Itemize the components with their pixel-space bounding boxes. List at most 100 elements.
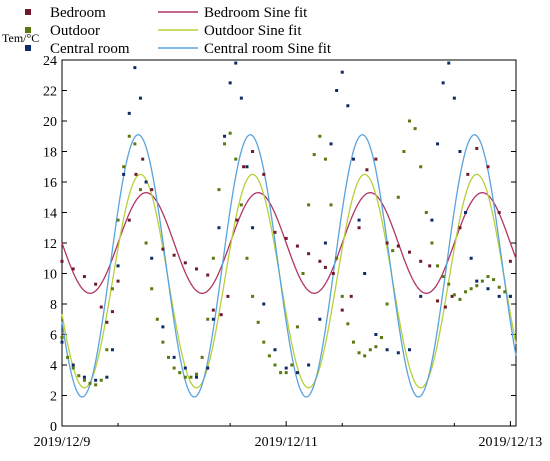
data-point bbox=[178, 371, 182, 375]
data-point bbox=[452, 96, 456, 100]
data-point bbox=[443, 305, 447, 309]
data-point bbox=[99, 378, 103, 382]
data-point bbox=[183, 366, 187, 370]
data-point bbox=[206, 273, 210, 277]
sine-fits bbox=[61, 134, 517, 398]
data-point bbox=[363, 354, 367, 358]
data-point bbox=[475, 284, 479, 288]
data-point bbox=[211, 256, 215, 260]
y-tick-label: 0 bbox=[50, 420, 57, 435]
data-point bbox=[242, 165, 246, 169]
y-axis-label: Tem/°C bbox=[2, 31, 39, 45]
data-point bbox=[110, 287, 114, 291]
data-point bbox=[105, 348, 109, 352]
data-point bbox=[245, 165, 249, 169]
data-point bbox=[200, 355, 204, 359]
data-point bbox=[144, 241, 148, 245]
data-point bbox=[428, 264, 432, 268]
x-tick-label: 2019/12/13 bbox=[479, 435, 543, 450]
data-point bbox=[71, 363, 75, 367]
data-point bbox=[486, 165, 490, 169]
data-point bbox=[251, 226, 255, 230]
data-point bbox=[430, 241, 434, 245]
legend-label: Bedroom Sine fit bbox=[204, 5, 308, 21]
data-point bbox=[295, 325, 299, 329]
data-point bbox=[273, 363, 277, 367]
data-point bbox=[307, 252, 311, 256]
data-point bbox=[464, 290, 468, 294]
data-point bbox=[273, 230, 277, 234]
data-point bbox=[419, 294, 423, 298]
data-point bbox=[441, 81, 445, 85]
data-point bbox=[105, 375, 109, 379]
y-tick-label: 10 bbox=[43, 268, 57, 283]
data-point bbox=[94, 378, 98, 382]
data-point bbox=[408, 250, 412, 254]
data-point bbox=[206, 317, 210, 321]
data-point bbox=[331, 272, 335, 275]
data-point bbox=[262, 302, 266, 306]
data-point bbox=[273, 348, 277, 352]
data-point bbox=[357, 351, 361, 355]
data-point bbox=[211, 317, 215, 321]
data-point bbox=[251, 150, 255, 153]
data-point bbox=[307, 363, 311, 367]
legend-label: Outdoor bbox=[50, 23, 100, 39]
data-point bbox=[391, 249, 395, 253]
data-point bbox=[486, 287, 490, 291]
data-point bbox=[469, 256, 473, 260]
data-point bbox=[351, 340, 355, 344]
data-point bbox=[340, 294, 344, 298]
data-point bbox=[256, 320, 260, 324]
data-point bbox=[262, 172, 266, 176]
legend: Bedroom Bedroom Sine fit Outdoor Outdoor Si… bbox=[25, 5, 332, 57]
data-point bbox=[161, 340, 165, 344]
data-point bbox=[363, 272, 367, 275]
data-point bbox=[134, 172, 138, 176]
data-point bbox=[357, 218, 361, 222]
data-point bbox=[436, 264, 440, 268]
data-point bbox=[245, 256, 249, 260]
data-point bbox=[110, 348, 114, 352]
data-point bbox=[458, 226, 462, 230]
data-point bbox=[94, 282, 98, 286]
data-point bbox=[447, 282, 451, 286]
data-point bbox=[217, 226, 221, 230]
data-point bbox=[223, 142, 227, 146]
data-point bbox=[497, 285, 501, 289]
data-point bbox=[105, 320, 109, 324]
data-point bbox=[396, 351, 400, 355]
data-point bbox=[172, 253, 176, 257]
data-point bbox=[228, 131, 232, 135]
data-point bbox=[234, 61, 238, 65]
data-point bbox=[480, 279, 484, 283]
data-point bbox=[223, 134, 227, 138]
data-point bbox=[161, 247, 165, 251]
data-point bbox=[110, 310, 114, 314]
data-point bbox=[469, 287, 473, 291]
data-point bbox=[195, 372, 199, 376]
data-point bbox=[312, 153, 316, 157]
data-point bbox=[262, 340, 266, 344]
data-point bbox=[251, 294, 255, 298]
data-point bbox=[82, 378, 86, 382]
fit-line bbox=[61, 192, 517, 294]
data-point bbox=[183, 261, 187, 265]
data-point bbox=[458, 297, 462, 301]
data-point bbox=[99, 305, 103, 309]
y-tick-label: 18 bbox=[43, 146, 57, 161]
data-point bbox=[464, 211, 468, 214]
data-point bbox=[82, 375, 86, 379]
data-point bbox=[374, 345, 378, 349]
data-point bbox=[155, 317, 159, 321]
data-point bbox=[88, 381, 92, 385]
data-point bbox=[116, 264, 120, 268]
data-point bbox=[351, 157, 355, 161]
x-tick-label: 2019/12/11 bbox=[255, 435, 318, 450]
legend-marker bbox=[25, 9, 31, 15]
data-point bbox=[408, 119, 412, 123]
data-point bbox=[508, 294, 512, 298]
data-point bbox=[235, 218, 239, 222]
